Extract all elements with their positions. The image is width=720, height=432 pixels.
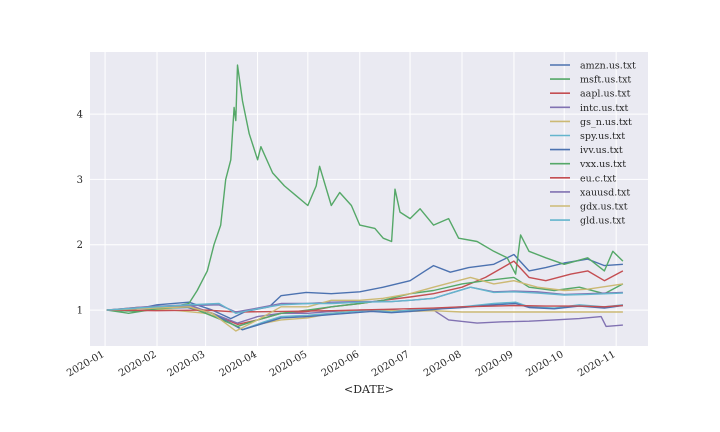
plot-background: [90, 52, 648, 346]
series-line-10: [106, 276, 624, 332]
x-tick-label: 2020-07: [370, 349, 411, 379]
x-tick-label: 2020-06: [320, 349, 361, 379]
x-tick-label: 2020-02: [117, 349, 158, 379]
y-tick-label: 2: [77, 240, 83, 251]
series-lines: [106, 64, 624, 332]
y-axis: 1 2 3 4: [77, 110, 83, 317]
legend-label: eu.c.txt: [580, 173, 616, 184]
x-tick-label: 2020-11: [576, 349, 617, 379]
legend-label: gs_n.us.txt: [580, 117, 632, 128]
series-line-0: [106, 253, 623, 320]
legend-label: aapl.us.txt: [580, 89, 631, 100]
x-axis-label: <DATE>: [344, 383, 394, 396]
legend-label: gld.us.txt: [580, 216, 625, 227]
legend-label: amzn.us.txt: [580, 61, 636, 72]
legend-label: xauusd.txt: [580, 187, 630, 198]
x-tick-label: 2020-09: [474, 349, 515, 379]
x-tick-label: 2020-01: [65, 349, 106, 379]
x-axis: 2020-01 2020-02 2020-03 2020-04 2020-05 2020-…: [65, 349, 618, 379]
y-tick-label: 1: [77, 306, 83, 317]
x-tick-label: 2020-03: [166, 349, 207, 379]
y-tick-label: 4: [77, 110, 83, 121]
x-tick-label: 2020-10: [524, 349, 565, 379]
series-line-6: [106, 302, 623, 331]
legend: amzn.us.txt msft.us.txt aapl.us.txt intc.us…: [550, 61, 636, 227]
x-tick-label: 2020-08: [422, 349, 463, 379]
y-tick-label: 3: [77, 175, 83, 186]
legend-label: intc.us.txt: [580, 103, 629, 114]
series-line-1: [106, 64, 624, 313]
x-tick-label: 2020-05: [268, 349, 309, 379]
legend-label: vxx.us.txt: [579, 159, 626, 170]
series-line-8: [106, 304, 623, 313]
legend-label: msft.us.txt: [580, 75, 631, 86]
legend-label: spy.us.txt: [580, 131, 625, 142]
series-line-11: [106, 286, 623, 314]
x-tick-label: 2020-04: [218, 349, 259, 379]
legend-label: ivv.us.txt: [580, 145, 623, 156]
legend-label: gdx.us.txt: [580, 202, 628, 213]
